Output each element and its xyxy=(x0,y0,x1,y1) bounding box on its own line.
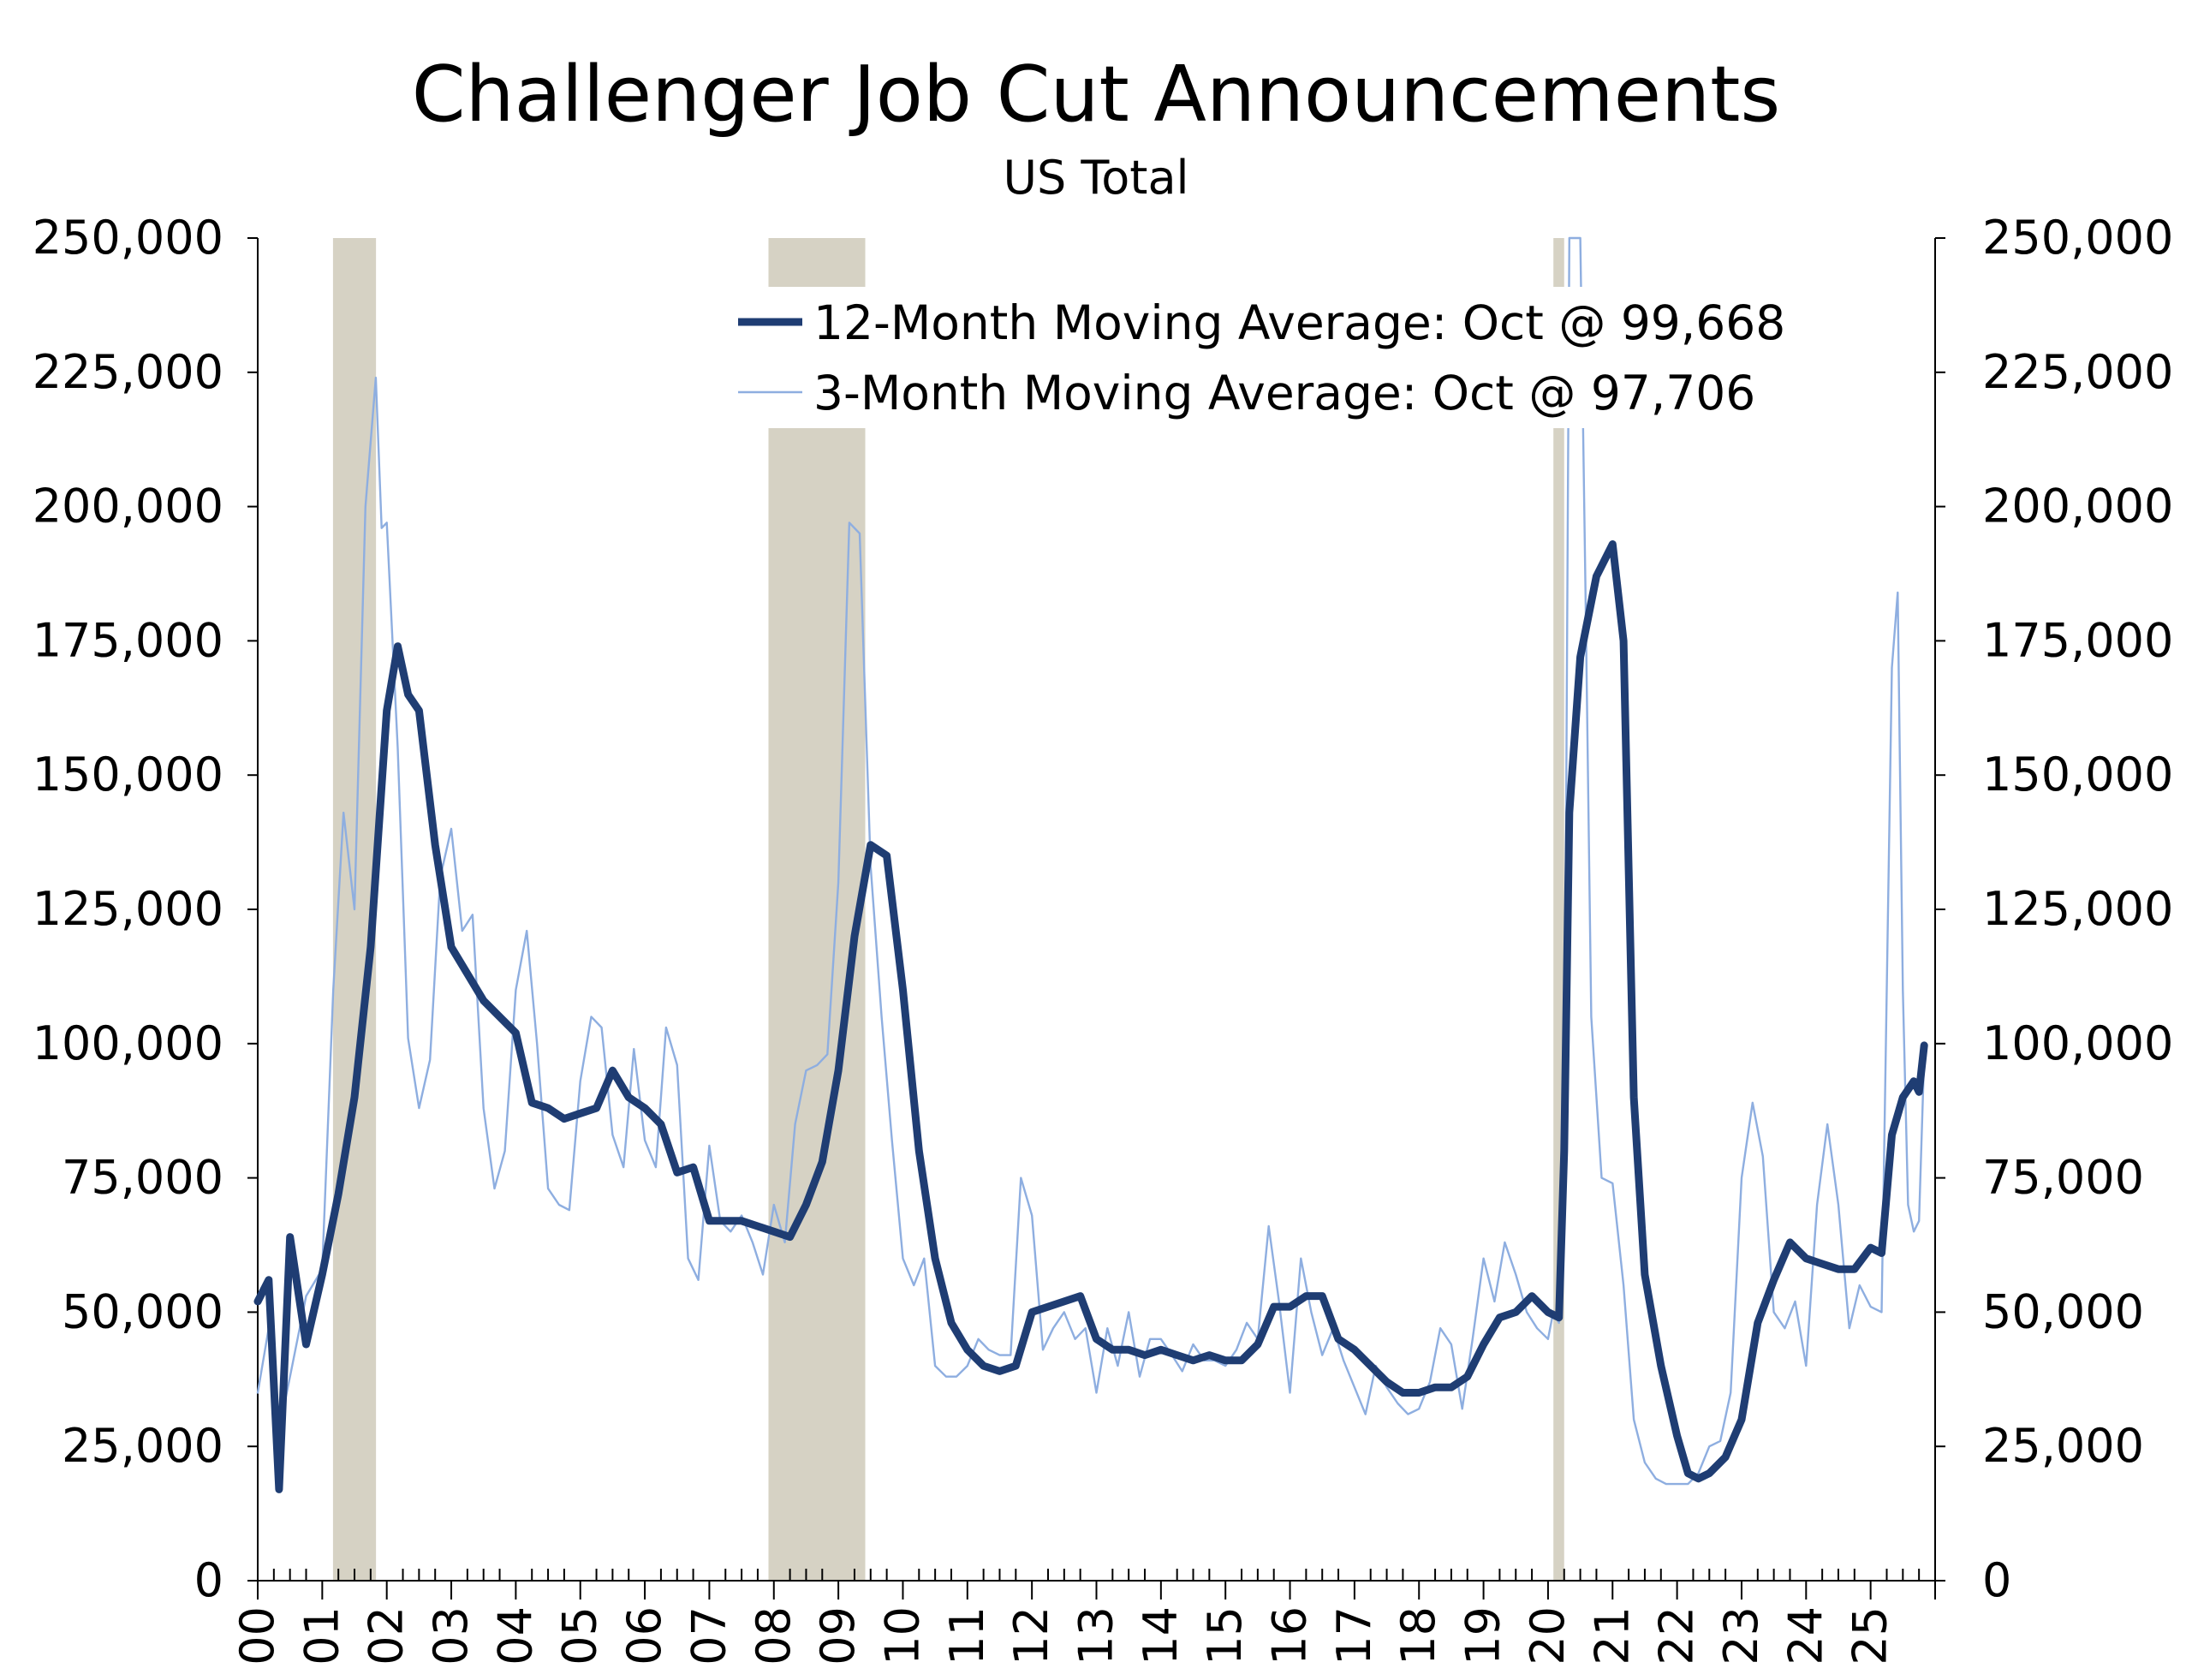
x-tick-label: 11 xyxy=(940,1606,994,1665)
y-tick-label-left: 150,000 xyxy=(33,748,223,801)
y-tick-label-left: 25,000 xyxy=(62,1419,223,1473)
x-tick-label: 07 xyxy=(682,1606,736,1665)
y-tick-label-left: 75,000 xyxy=(62,1151,223,1205)
x-tick-label: 15 xyxy=(1198,1606,1252,1665)
x-tick-label: 14 xyxy=(1134,1606,1188,1665)
series-line-12-month xyxy=(253,540,1928,1493)
y-tick-label-right: 225,000 xyxy=(1982,345,2173,399)
x-tick-label: 20 xyxy=(1521,1606,1575,1665)
y-tick-label-right: 100,000 xyxy=(1982,1016,2173,1070)
chart-title: Challenger Job Cut Announcements xyxy=(411,50,1781,140)
y-tick-label-left: 175,000 xyxy=(33,613,223,667)
x-tick-label: 22 xyxy=(1650,1606,1704,1665)
y-tick-label-right: 200,000 xyxy=(1982,480,2173,533)
legend-background xyxy=(730,287,1860,428)
chart-subtitle: US Total xyxy=(1003,151,1189,205)
x-tick-label: 06 xyxy=(617,1606,671,1665)
y-tick-label-left: 200,000 xyxy=(33,480,223,533)
y-tick-label-left: 50,000 xyxy=(62,1284,223,1338)
y-tick-label-right: 250,000 xyxy=(1982,211,2173,265)
x-tick-label: 21 xyxy=(1585,1606,1639,1665)
x-tick-label: 17 xyxy=(1327,1606,1381,1665)
x-tick-label: 02 xyxy=(360,1606,414,1665)
recession-band-3 xyxy=(1553,238,1564,1581)
legend-label-1: 12-Month Moving Average: Oct @ 99,668 xyxy=(813,295,1785,350)
x-tick-label: 25 xyxy=(1844,1606,1897,1665)
recession-band-2 xyxy=(768,238,866,1581)
x-tick-label: 01 xyxy=(295,1606,348,1665)
series-line-3-month xyxy=(256,236,1926,1486)
x-tick-label: 13 xyxy=(1069,1606,1123,1665)
y-tick-label-right: 175,000 xyxy=(1982,613,2173,667)
x-tick-label: 24 xyxy=(1778,1606,1832,1665)
y-tick-label-left: 250,000 xyxy=(33,211,223,265)
x-tick-label: 16 xyxy=(1263,1606,1317,1665)
x-tick-label: 18 xyxy=(1391,1606,1445,1665)
y-tick-label-right: 0 xyxy=(1982,1553,2011,1607)
y-tick-label-left: 125,000 xyxy=(33,882,223,936)
x-tick-label: 08 xyxy=(747,1606,801,1665)
y-tick-label-right: 25,000 xyxy=(1982,1419,2144,1473)
x-tick-label: 09 xyxy=(811,1606,865,1665)
y-tick-label-left: 100,000 xyxy=(33,1016,223,1070)
x-tick-label: 03 xyxy=(424,1606,478,1665)
y-tick-label-right: 50,000 xyxy=(1982,1284,2144,1338)
y-tick-label-right: 75,000 xyxy=(1982,1151,2144,1205)
x-tick-label: 10 xyxy=(875,1606,929,1665)
x-tick-label: 05 xyxy=(553,1606,607,1665)
y-tick-label-left: 225,000 xyxy=(33,345,223,399)
x-tick-label: 23 xyxy=(1714,1606,1768,1665)
y-tick-label-right: 125,000 xyxy=(1982,882,2173,936)
x-tick-label: 12 xyxy=(1004,1606,1058,1665)
x-tick-label: 04 xyxy=(488,1606,542,1665)
x-tick-label: 19 xyxy=(1456,1606,1510,1665)
legend-label-2: 3-Month Moving Average: Oct @ 97,706 xyxy=(813,366,1755,420)
y-tick-label-right: 150,000 xyxy=(1982,748,2173,801)
y-tick-label-left: 0 xyxy=(194,1553,223,1607)
x-tick-label: 00 xyxy=(230,1606,284,1665)
